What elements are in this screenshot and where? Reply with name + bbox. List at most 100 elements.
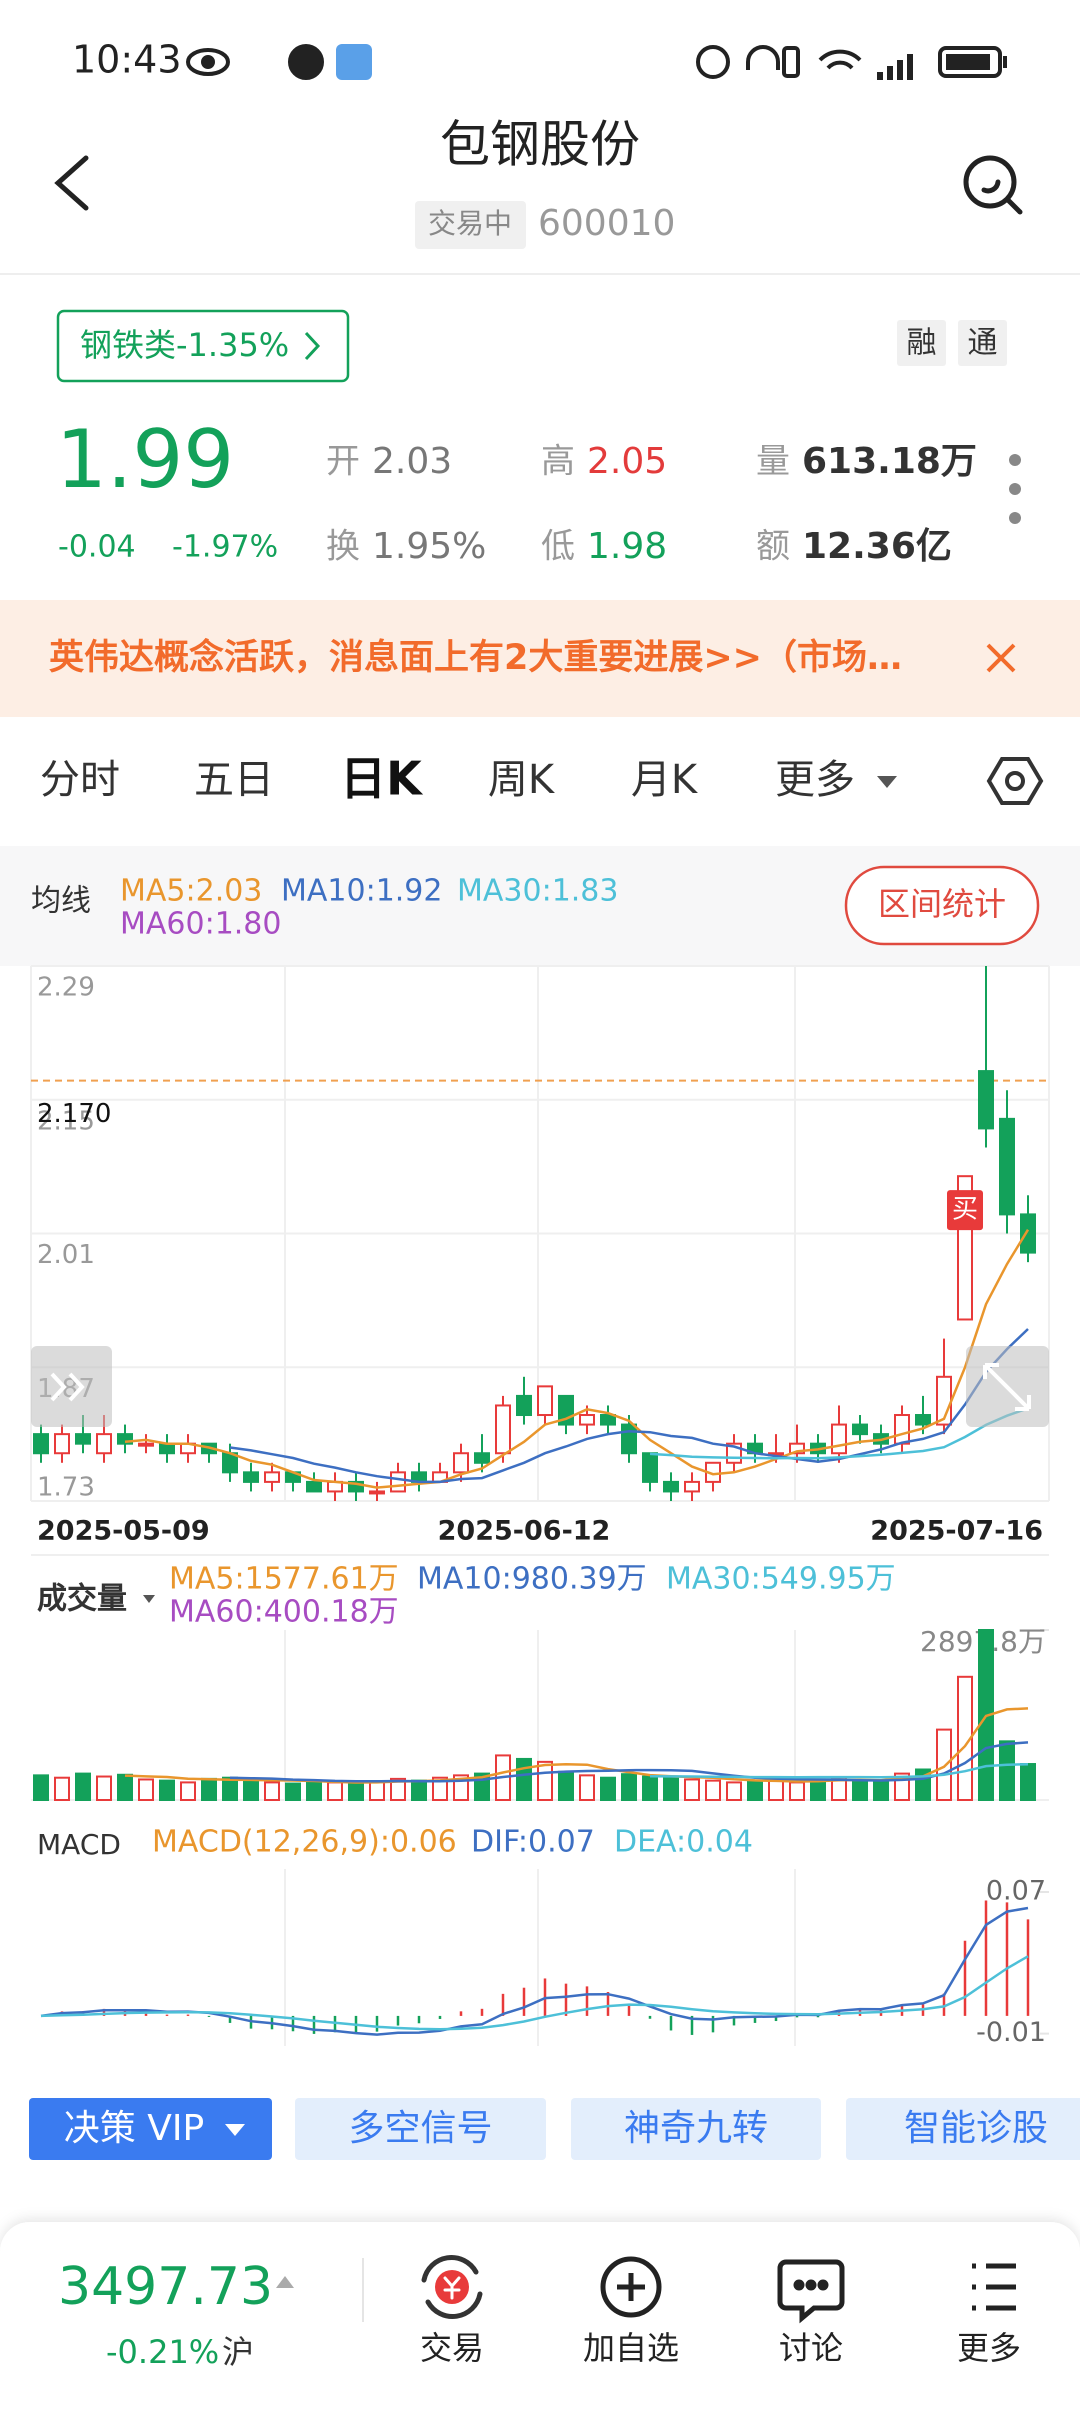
chart-prev[interactable]: [31, 1346, 112, 1427]
y-tick-label: 2.15: [37, 1106, 95, 1136]
tool-button[interactable]: [29, 2098, 272, 2160]
tab[interactable]: 月K: [631, 757, 699, 803]
macd-chart: MACD MACD(12,26,9):0.06 DIF:0.07 DEA:0.04 0.…: [37, 1825, 1049, 2048]
tool-button[interactable]: [295, 2098, 546, 2160]
stock-title: 包钢股份: [440, 116, 640, 174]
more-icon: [972, 2263, 1016, 2311]
volume-bar: [789, 1781, 805, 1801]
candle-body: [852, 1423, 868, 1436]
field-label: 换: [326, 527, 360, 567]
tool-button[interactable]: [846, 2098, 1080, 2160]
nav-label[interactable]: 交易: [420, 2329, 484, 2367]
ma-line: [124, 1229, 1030, 1489]
candle-body: [999, 1117, 1015, 1216]
volume-bar: [264, 1781, 280, 1801]
candle-body: [894, 1414, 910, 1445]
nav-label[interactable]: 讨论: [779, 2329, 843, 2367]
volume-bar: [726, 1781, 742, 1801]
volume-bar: [579, 1774, 595, 1801]
price: 1.99: [56, 413, 234, 506]
tool-label: 决策 VIP: [64, 2108, 204, 2149]
volume-bar: [768, 1779, 784, 1801]
candle-body: [789, 1442, 805, 1455]
more-menu[interactable]: [1009, 454, 1021, 524]
badges: 融通: [897, 320, 1007, 366]
volume-bar: [75, 1772, 91, 1802]
legend-item: MA30:1.83: [457, 874, 618, 909]
field-label: 低: [541, 527, 575, 567]
sector-tag[interactable]: [56, 309, 350, 383]
settings-button[interactable]: [986, 757, 1044, 805]
y-tick-label: 2.01: [37, 1240, 95, 1270]
tab[interactable]: 日K: [340, 752, 424, 806]
discuss-icon: [777, 2259, 845, 2324]
banner-close[interactable]: [986, 643, 1016, 673]
candle-body: [54, 1433, 70, 1455]
tab[interactable]: 五日: [194, 757, 274, 803]
volume-bar: [306, 1780, 322, 1802]
buy-marker: [947, 1190, 983, 1231]
volume-bar: [873, 1780, 889, 1802]
legend-item: MACD(12,26,9):0.06: [152, 1825, 457, 1860]
nav-label[interactable]: 加自选: [583, 2329, 679, 2367]
price-change: -0.04: [58, 530, 136, 565]
field-value: 1.95%: [372, 526, 486, 567]
tool-label: 智能诊股: [904, 2108, 1048, 2149]
bottom-bar: [0, 2222, 1080, 2412]
tool-dropdown: [225, 2124, 245, 2136]
back-button[interactable]: [54, 155, 89, 211]
ma-line: [649, 1407, 1029, 1460]
legend-item: MA10:980.39万: [417, 1562, 647, 1597]
volume-dropdown: [143, 1595, 155, 1603]
tab[interactable]: 周K: [488, 757, 556, 803]
volume-bar: [54, 1776, 70, 1802]
tool-button[interactable]: [571, 2098, 821, 2160]
legend-item: MA5:1577.61万: [169, 1562, 399, 1597]
news-banner[interactable]: [0, 600, 1080, 717]
legend-item: MA60:400.18万: [169, 1595, 399, 1630]
tab[interactable]: 更多: [775, 757, 855, 803]
macd-label: MACD: [37, 1828, 121, 1861]
volume-bar: [999, 1740, 1015, 1802]
candle-body: [117, 1433, 133, 1445]
candle-body: [243, 1471, 259, 1483]
volume-bar: [411, 1779, 427, 1802]
stock-code: 600010: [538, 203, 675, 244]
volume-bar: [348, 1781, 364, 1801]
sector-chevron: [304, 331, 321, 361]
candle-body: [978, 1070, 994, 1130]
search-button[interactable]: [963, 155, 1023, 215]
volume-bar: [33, 1774, 49, 1801]
field-value: 1.98: [587, 526, 667, 567]
nav-label[interactable]: 更多: [957, 2329, 1021, 2367]
index-arrow: [276, 2276, 294, 2288]
field-value: 613.18万: [802, 441, 977, 482]
volume-bar: [558, 1770, 574, 1801]
candle-body: [33, 1433, 49, 1455]
volume-bar: [516, 1757, 532, 1801]
candle-body: [138, 1442, 154, 1447]
tab[interactable]: 分时: [40, 757, 120, 803]
index-change: -0.21%: [106, 2333, 219, 2371]
candle-body: [390, 1471, 406, 1493]
status-badge: [415, 201, 526, 249]
volume-bar: [369, 1780, 385, 1802]
volume-bar: [705, 1779, 721, 1802]
range-stats-button[interactable]: [844, 865, 1040, 946]
volume-bar: [936, 1728, 952, 1802]
field-label: 开: [326, 442, 360, 482]
legend-item: MA60:1.80: [120, 907, 281, 942]
legend-item: MA5:2.03: [120, 874, 262, 909]
dea-line: [40, 1955, 1029, 2031]
index-market: 沪: [222, 2333, 254, 2371]
volume-bar: [642, 1775, 658, 1802]
x-tick-label: 2025-07-16: [870, 1516, 1043, 1547]
status-icons: [186, 44, 1007, 80]
candle-body: [663, 1480, 679, 1493]
volume-bar: [201, 1777, 217, 1801]
range-stats-text: 区间统计: [878, 885, 1006, 923]
volume-bar: [600, 1776, 616, 1802]
